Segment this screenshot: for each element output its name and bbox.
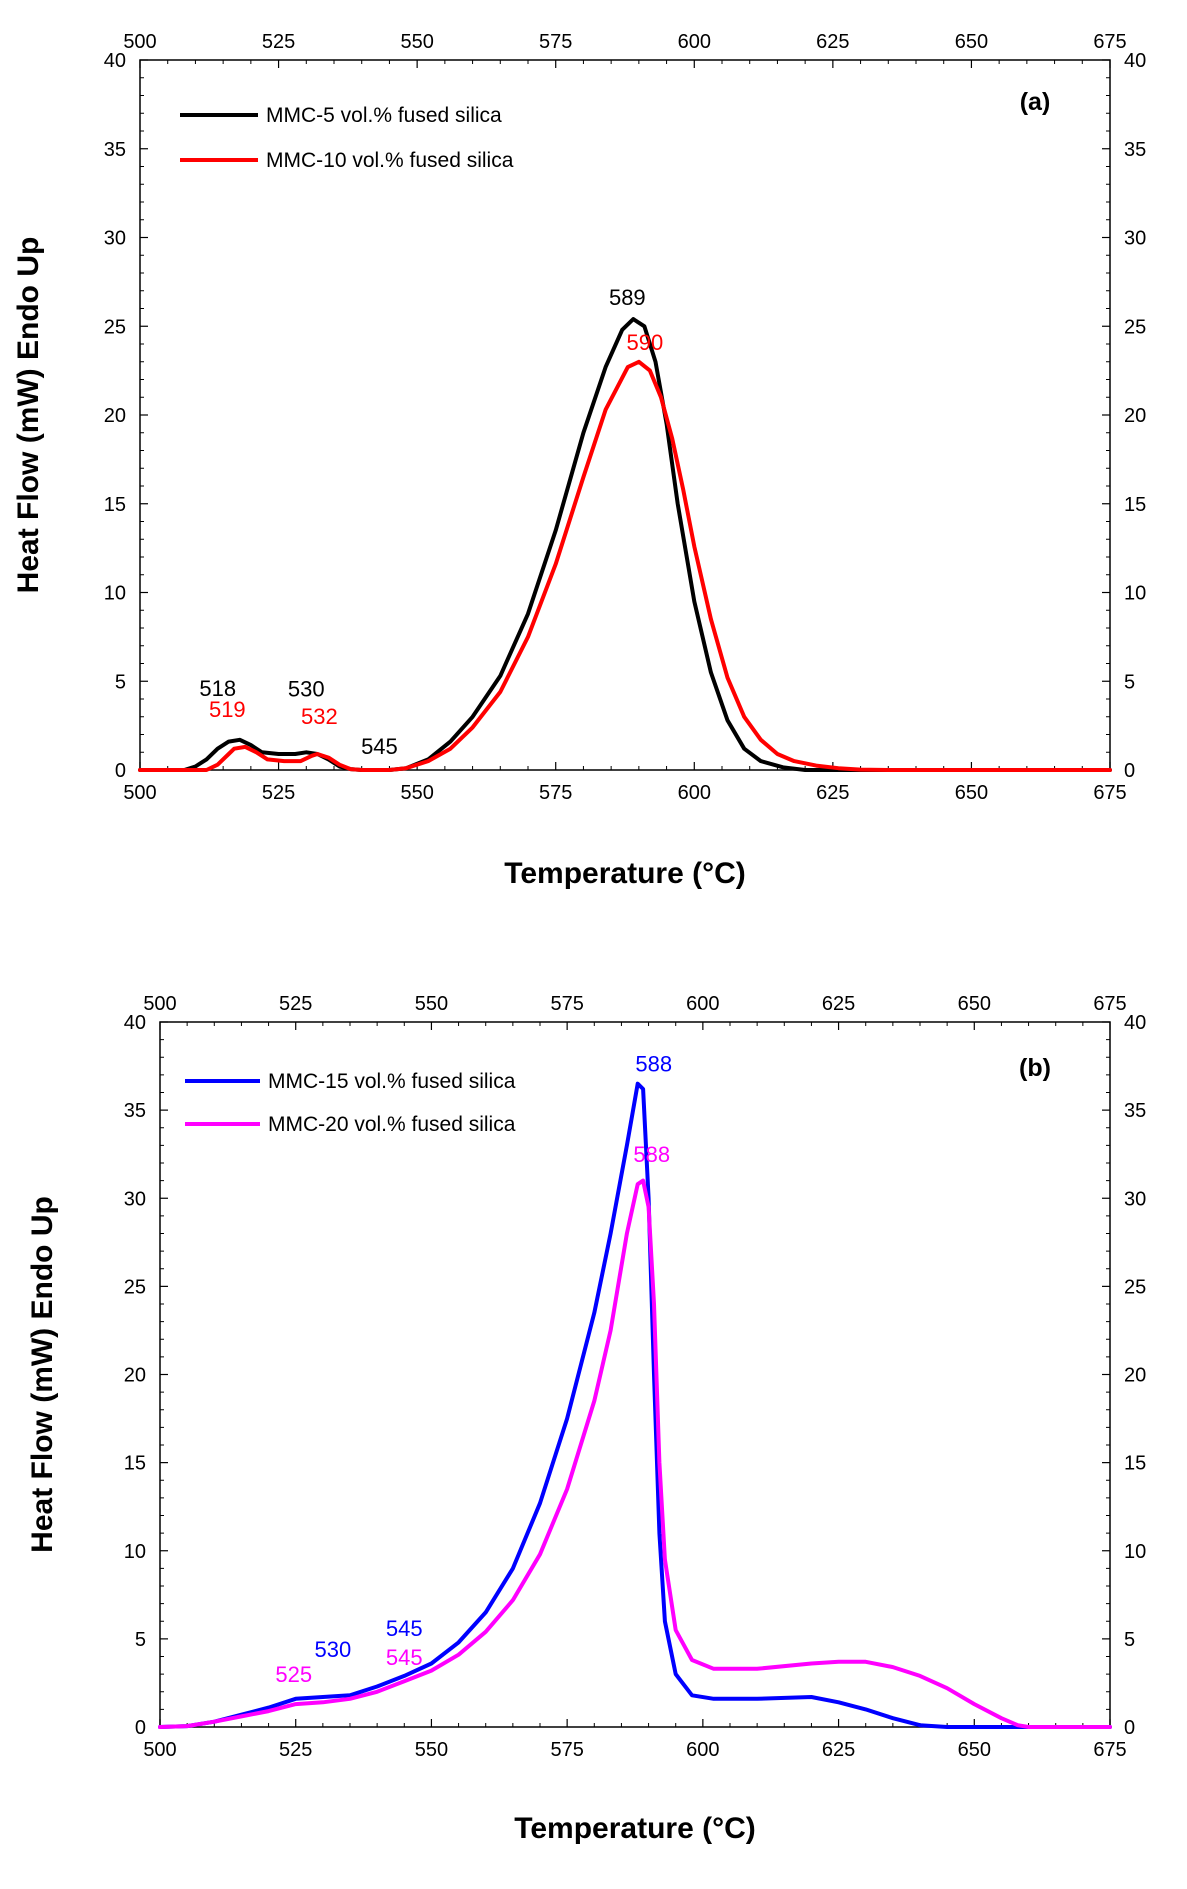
x-tick-label-top: 625: [822, 993, 855, 1015]
x-tick-label: 675: [1093, 1739, 1126, 1761]
peak-label-519: 519: [209, 697, 246, 722]
y-tick-label: 15: [124, 1453, 146, 1475]
x-tick-label-top: 650: [955, 31, 988, 53]
y-tick-label-right: 0: [1124, 1717, 1135, 1739]
y-tick-label: 5: [135, 1629, 146, 1651]
x-tick-label: 550: [400, 782, 433, 804]
x-tick-label: 675: [1093, 782, 1126, 804]
series-line-2: [138, 359, 1112, 772]
x-tick-label-top: 525: [262, 31, 295, 53]
peak-label-590: 590: [626, 330, 663, 355]
y-tick-label-right: 30: [1124, 228, 1146, 250]
y-tick-label: 5: [115, 671, 126, 693]
y-tick-label-right: 30: [1124, 1188, 1146, 1210]
y-tick-label: 10: [104, 583, 126, 605]
x-tick-label: 575: [539, 782, 572, 804]
x-tick-label: 600: [686, 1739, 719, 1761]
peak-label-518: 518: [199, 676, 236, 701]
y-tick-label: 30: [104, 228, 126, 250]
y-tick-label: 35: [124, 1100, 146, 1122]
y-tick-label: 25: [104, 316, 126, 338]
legend-label-2: MMC-20 vol.% fused silica: [268, 1113, 516, 1136]
y-tick-label-right: 40: [1124, 50, 1146, 72]
peak-label-530: 530: [314, 1637, 351, 1662]
x-tick-label: 650: [955, 782, 988, 804]
y-tick-label-right: 15: [1124, 494, 1146, 516]
y-tick-label: 20: [104, 405, 126, 427]
x-tick-label: 575: [550, 1739, 583, 1761]
y-tick-label-right: 35: [1124, 1100, 1146, 1122]
y-tick-label: 20: [124, 1365, 146, 1387]
x-axis-title: Temperature (°C): [514, 1812, 755, 1845]
x-tick-label-top: 675: [1093, 993, 1126, 1015]
x-tick-label: 525: [279, 1739, 312, 1761]
x-tick-label: 600: [678, 782, 711, 804]
x-tick-label-top: 650: [958, 993, 991, 1015]
x-tick-label: 525: [262, 782, 295, 804]
y-tick-label-right: 10: [1124, 1541, 1146, 1563]
y-tick-label: 0: [135, 1717, 146, 1739]
x-tick-label-top: 550: [400, 31, 433, 53]
peak-label-530: 530: [288, 676, 325, 701]
peak-label-588-magenta: 588: [633, 1142, 670, 1167]
panel-label: (a): [1020, 88, 1051, 116]
x-tick-label: 650: [958, 1739, 991, 1761]
y-tick-label-right: 20: [1124, 1365, 1146, 1387]
peak-label-532: 532: [301, 704, 338, 729]
y-tick-label: 0: [115, 760, 126, 782]
y-tick-label-right: 25: [1124, 1276, 1146, 1298]
legend-label-1: MMC-15 vol.% fused silica: [268, 1070, 516, 1093]
x-tick-label-top: 575: [550, 993, 583, 1015]
x-tick-label-top: 525: [279, 993, 312, 1015]
y-axis-title: Heat Flow (mW) Endo Up: [26, 1196, 59, 1553]
peak-label-545: 545: [361, 734, 398, 759]
y-tick-label-right: 35: [1124, 139, 1146, 161]
x-tick-label-top: 500: [123, 31, 156, 53]
series-line-1: [158, 1081, 1112, 1729]
x-tick-label: 500: [123, 782, 156, 804]
peak-label-588-blue: 588: [635, 1052, 672, 1077]
y-tick-label-right: 15: [1124, 1453, 1146, 1475]
x-tick-label-top: 625: [816, 31, 849, 53]
y-tick-label: 25: [124, 1276, 146, 1298]
peak-label-525: 525: [275, 1662, 312, 1687]
x-axis-title: Temperature (°C): [504, 857, 745, 890]
peak-label-545-blue: 545: [386, 1616, 423, 1641]
y-tick-label: 40: [104, 50, 126, 72]
x-tick-label-top: 500: [143, 993, 176, 1015]
x-tick-label-top: 550: [415, 993, 448, 1015]
x-tick-label: 625: [822, 1739, 855, 1761]
peak-label-589: 589: [609, 285, 646, 310]
y-tick-label-right: 5: [1124, 671, 1135, 693]
y-tick-label-right: 20: [1124, 405, 1146, 427]
y-tick-label-right: 10: [1124, 583, 1146, 605]
legend-label-2: MMC-10 vol.% fused silica: [266, 149, 514, 172]
x-tick-label-top: 600: [678, 31, 711, 53]
legend-label-1: MMC-5 vol.% fused silica: [266, 104, 502, 127]
x-tick-label-top: 675: [1093, 31, 1126, 53]
y-tick-label: 15: [104, 494, 126, 516]
x-tick-label: 550: [415, 1739, 448, 1761]
chart-panel-b: 5005005255255505505755756006006256256506…: [26, 993, 1146, 1845]
chart-panel-a: 5005005255255505505755756006006256256506…: [12, 31, 1146, 890]
series-line-2: [158, 1178, 1112, 1729]
y-tick-label-right: 40: [1124, 1012, 1146, 1034]
y-tick-label-right: 25: [1124, 316, 1146, 338]
y-tick-label-right: 5: [1124, 1629, 1135, 1651]
series-line-1: [138, 317, 1112, 772]
y-axis-title: Heat Flow (mW) Endo Up: [12, 237, 45, 594]
y-tick-label-right: 0: [1124, 760, 1135, 782]
x-tick-label-top: 575: [539, 31, 572, 53]
peak-label-545-magenta: 545: [386, 1645, 423, 1670]
y-tick-label: 10: [124, 1541, 146, 1563]
panel-label: (b): [1019, 1054, 1051, 1082]
y-tick-label: 35: [104, 139, 126, 161]
x-tick-label-top: 600: [686, 993, 719, 1015]
y-tick-label: 30: [124, 1188, 146, 1210]
x-tick-label: 500: [143, 1739, 176, 1761]
y-tick-label: 40: [124, 1012, 146, 1034]
x-tick-label: 625: [816, 782, 849, 804]
